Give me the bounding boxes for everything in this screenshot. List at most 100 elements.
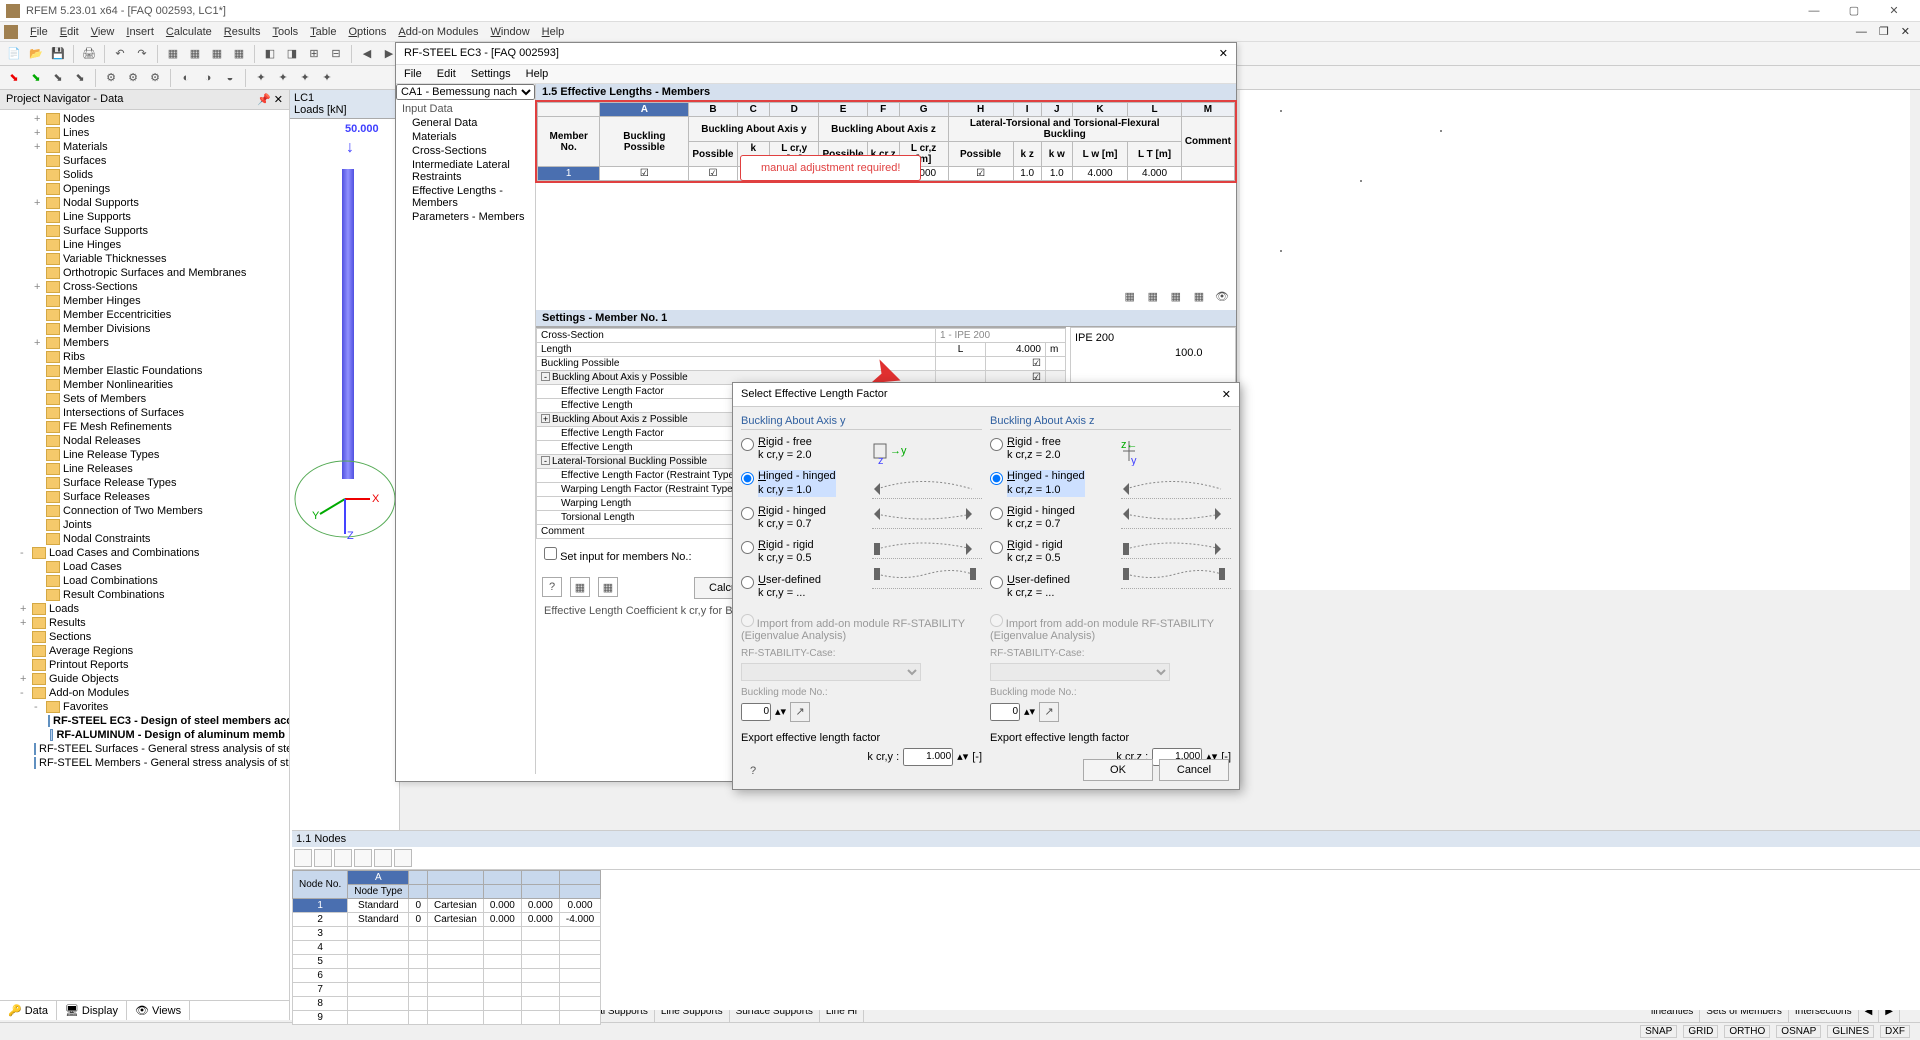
tree-item[interactable]: -Favorites (0, 700, 289, 714)
tree-item[interactable]: RF-ALUMINUM - Design of aluminum memb (0, 728, 289, 742)
tb-button[interactable]: ✦ (251, 68, 271, 88)
input-tree-item[interactable]: Materials (398, 130, 533, 144)
input-tree-item[interactable]: General Data (398, 116, 533, 130)
close-icon[interactable]: ✕ (1222, 388, 1231, 401)
tb-button[interactable] (354, 849, 372, 867)
menu-window[interactable]: Window (485, 24, 536, 40)
tree-item[interactable]: Sets of Members (0, 392, 289, 406)
table-row[interactable]: 5 (293, 955, 601, 969)
option-y[interactable]: Rigid - freek cr,y = 2.0 (741, 436, 866, 462)
tree-item[interactable]: RF-STEEL EC3 - Design of steel members a… (0, 714, 289, 728)
tb-button[interactable]: ⚙ (101, 68, 121, 88)
tab-data[interactable]: 🔑Data (0, 1001, 57, 1020)
status-toggle[interactable]: SNAP (1640, 1025, 1677, 1038)
tree-item[interactable]: Result Combinations (0, 588, 289, 602)
menu-table[interactable]: Table (304, 24, 342, 40)
tb-button[interactable]: ▦ (570, 577, 590, 597)
help-button[interactable]: ? (743, 761, 763, 781)
tab-views[interactable]: 👁Views (127, 1001, 190, 1020)
pin-icon[interactable]: 📌 (257, 94, 271, 106)
menu-settings[interactable]: Settings (471, 68, 511, 80)
tb-button[interactable]: ▦ (163, 44, 183, 64)
new-button[interactable]: 📄 (4, 44, 24, 64)
tree-item[interactable]: Surface Releases (0, 490, 289, 504)
tree-item[interactable]: Surface Supports (0, 224, 289, 238)
tb-button[interactable]: ⊟ (326, 44, 346, 64)
redo-button[interactable]: ↷ (132, 44, 152, 64)
status-toggle[interactable]: GLINES (1827, 1025, 1874, 1038)
tree-item[interactable]: Member Divisions (0, 322, 289, 336)
table-row[interactable]: 7 (293, 983, 601, 997)
option-z[interactable]: Rigid - hingedk cr,z = 0.7 (990, 505, 1115, 531)
tb-button[interactable]: ⬊ (70, 68, 90, 88)
input-tree-item[interactable]: Cross-Sections (398, 144, 533, 158)
kcy-input[interactable] (903, 748, 953, 766)
tab-display[interactable]: 🖥Display (57, 1001, 127, 1020)
menu-help[interactable]: Help (526, 68, 549, 80)
menu-edit[interactable]: Edit (54, 24, 85, 40)
tree-item[interactable]: Member Eccentricities (0, 308, 289, 322)
tree-item[interactable]: Openings (0, 182, 289, 196)
input-tree-item[interactable]: Effective Lengths - Members (398, 184, 533, 210)
tb-button[interactable] (334, 849, 352, 867)
tree-item[interactable]: +Results (0, 616, 289, 630)
set-input-checkbox[interactable] (544, 547, 557, 560)
open-button[interactable]: 📂 (26, 44, 46, 64)
tb-button[interactable]: ▦ (1120, 286, 1140, 306)
menu-view[interactable]: View (85, 24, 121, 40)
close-icon[interactable]: ✕ (274, 94, 283, 106)
mdi-restore[interactable]: ❐ (1873, 23, 1895, 40)
option-y[interactable]: Rigid - hingedk cr,y = 0.7 (741, 505, 866, 531)
tree-item[interactable]: -Add-on Modules (0, 686, 289, 700)
menu-insert[interactable]: Insert (120, 24, 160, 40)
tb-button[interactable]: ✦ (317, 68, 337, 88)
tree-item[interactable]: Member Hinges (0, 294, 289, 308)
tb-button[interactable]: ⚙ (145, 68, 165, 88)
tree-item[interactable]: Member Elastic Foundations (0, 364, 289, 378)
minimize-button[interactable]: — (1794, 5, 1834, 17)
beam-element[interactable] (342, 169, 354, 479)
menu-calculate[interactable]: Calculate (160, 24, 218, 40)
settings-row[interactable]: Buckling Possible☑ (537, 357, 1066, 371)
option-y[interactable]: Hinged - hingedk cr,y = 1.0 (741, 470, 866, 496)
mdi-close[interactable]: ✕ (1895, 23, 1916, 40)
input-tree-item[interactable]: Parameters - Members (398, 210, 533, 224)
tree-item[interactable]: Ribs (0, 350, 289, 364)
tree-item[interactable]: +Materials (0, 140, 289, 154)
mdi-minimize[interactable]: — (1850, 24, 1873, 40)
tb-button[interactable]: ▦ (598, 577, 618, 597)
tree-item[interactable]: Sections (0, 630, 289, 644)
tree-item[interactable]: Orthotropic Surfaces and Membranes (0, 266, 289, 280)
cancel-button[interactable]: Cancel (1159, 759, 1229, 781)
save-button[interactable]: 💾 (48, 44, 68, 64)
tree-item[interactable]: Average Regions (0, 644, 289, 658)
tb-button[interactable]: ◐ (176, 68, 196, 88)
tb-button[interactable]: ◀ (357, 44, 377, 64)
tb-button[interactable]: ⚙ (123, 68, 143, 88)
tb-button[interactable]: ◧ (260, 44, 280, 64)
tb-button[interactable] (394, 849, 412, 867)
table-row[interactable]: 3 (293, 927, 601, 941)
maximize-button[interactable]: ▢ (1834, 4, 1874, 17)
tree-item[interactable]: +Nodes (0, 112, 289, 126)
pick-button[interactable]: ↗ (1039, 702, 1059, 722)
tb-button[interactable]: ◒ (220, 68, 240, 88)
ok-button[interactable]: OK (1083, 759, 1153, 781)
tb-button[interactable]: ✦ (273, 68, 293, 88)
table-row[interactable]: 1Standard0Cartesian0.0000.0000.000 (293, 899, 601, 913)
case-combo[interactable]: CA1 - Bemessung nach Eurococ (396, 84, 535, 100)
tree-item[interactable]: +Members (0, 336, 289, 350)
tree-item[interactable]: Variable Thicknesses (0, 252, 289, 266)
tb-button[interactable]: ▦ (207, 44, 227, 64)
table-row[interactable]: 2Standard0Cartesian0.0000.000-4.000 (293, 913, 601, 927)
option-z[interactable]: User-definedk cr,z = ... (990, 574, 1115, 600)
pick-button[interactable]: ↗ (790, 702, 810, 722)
menu-help[interactable]: Help (536, 24, 571, 40)
option-z[interactable]: Rigid - freek cr,z = 2.0 (990, 436, 1115, 462)
tb-button[interactable]: ⬊ (4, 68, 24, 88)
dialog-titlebar[interactable]: Select Effective Length Factor✕ (733, 383, 1239, 407)
input-tree-item[interactable]: Intermediate Lateral Restraints (398, 158, 533, 184)
tree-item[interactable]: Intersections of Surfaces (0, 406, 289, 420)
tree-item[interactable]: Line Releases (0, 462, 289, 476)
tree-item[interactable]: Load Combinations (0, 574, 289, 588)
